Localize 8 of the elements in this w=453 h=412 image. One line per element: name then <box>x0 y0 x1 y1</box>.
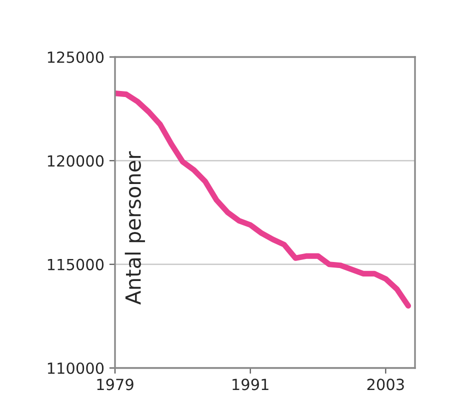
y-tick-label: 110000 <box>48 362 104 374</box>
x-tick-label: 2003 <box>367 378 404 390</box>
y-tick-label: 120000 <box>48 155 104 167</box>
y-axis-title: Antal personer <box>124 151 145 305</box>
x-tick-label: 1979 <box>97 378 134 390</box>
y-tick-label: 115000 <box>48 258 104 270</box>
y-tick-label: 125000 <box>48 51 104 64</box>
x-tick-label: 1991 <box>232 378 268 390</box>
